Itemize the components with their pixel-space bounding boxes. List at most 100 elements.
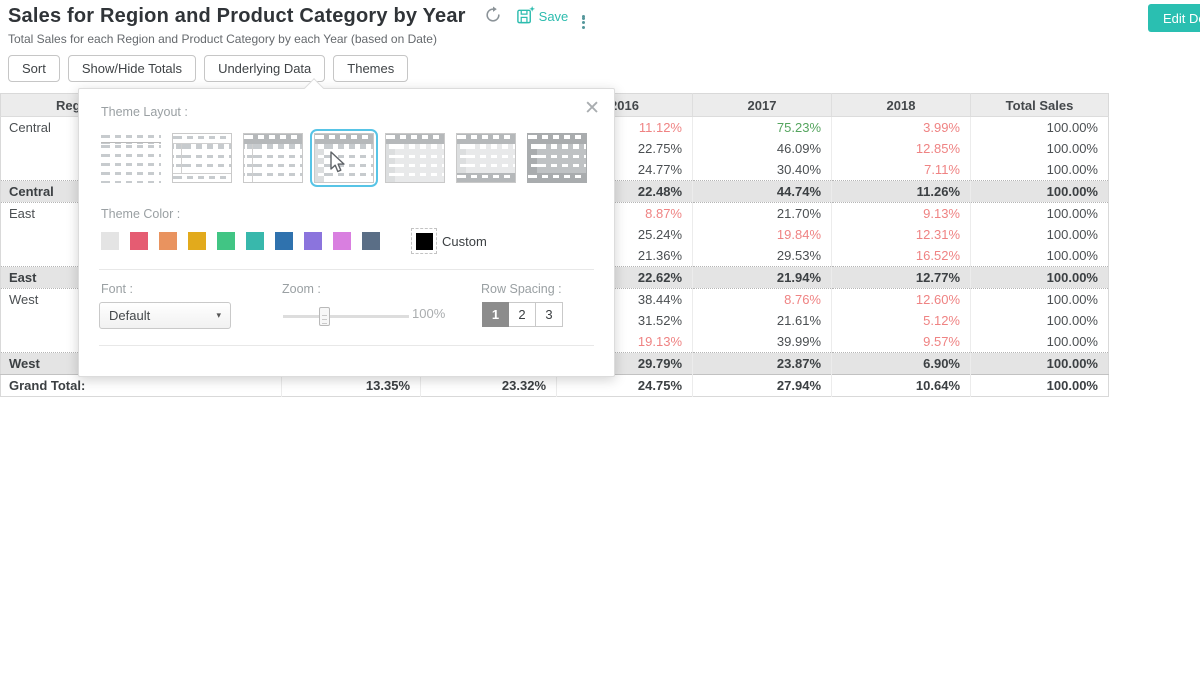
zoom-label: Zoom : xyxy=(282,282,321,296)
theme-color-swatch-4[interactable] xyxy=(188,232,206,250)
value-cell: 75.23% xyxy=(692,116,832,138)
value-cell: 12.31% xyxy=(831,224,971,245)
theme-color-swatch-8[interactable] xyxy=(304,232,322,250)
close-icon[interactable]: ✕ xyxy=(584,97,600,119)
value-cell: 6.90% xyxy=(831,352,971,375)
custom-color-swatch xyxy=(415,232,433,250)
theme-color-swatch-5[interactable] xyxy=(217,232,235,250)
theme-color-swatch-7[interactable] xyxy=(275,232,293,250)
region-cell: East xyxy=(9,206,36,221)
value-cell: 29.53% xyxy=(692,245,832,267)
toolbar: Sort Show/Hide Totals Underlying Data Th… xyxy=(8,55,409,82)
save-button[interactable]: Save xyxy=(516,5,569,28)
zoom-slider[interactable] xyxy=(283,305,409,327)
row-spacing-option-2[interactable]: 2 xyxy=(509,302,536,327)
zoom-slider-handle[interactable] xyxy=(319,307,330,326)
value-cell: 5.12% xyxy=(831,310,971,331)
theme-layout-option-7[interactable] xyxy=(523,129,591,187)
value-cell: 11.26% xyxy=(831,180,971,203)
theme-color-swatch-9[interactable] xyxy=(333,232,351,250)
value-cell: 19.84% xyxy=(692,224,832,245)
value-cell: 21.61% xyxy=(692,310,832,331)
value-cell: 100.00% xyxy=(970,374,1109,397)
divider xyxy=(99,345,594,346)
custom-color-option[interactable]: Custom xyxy=(411,228,487,254)
font-select-value: Default xyxy=(109,308,151,323)
save-label: Save xyxy=(538,9,569,24)
theme-color-swatches xyxy=(101,232,380,250)
underlying-data-button[interactable]: Underlying Data xyxy=(204,55,326,82)
theme-layout-option-2[interactable] xyxy=(168,129,236,187)
theme-layout-label: Theme Layout : xyxy=(101,105,188,119)
value-cell: 100.00% xyxy=(970,224,1109,245)
value-cell: 3.99% xyxy=(831,116,971,138)
value-cell: 100.00% xyxy=(970,180,1109,203)
value-cell: 12.60% xyxy=(831,288,971,310)
grandtotal-row: Grand Total: 13.35% 23.32% 24.75% 27.94% 10.6… xyxy=(0,374,1109,397)
region-cell: West xyxy=(9,292,39,307)
value-cell: 23.87% xyxy=(692,352,832,375)
region-cell: Grand Total: xyxy=(0,374,282,397)
divider xyxy=(99,269,594,270)
sort-button[interactable]: Sort xyxy=(8,55,60,82)
theme-layout-option-6[interactable] xyxy=(452,129,520,187)
themes-button[interactable]: Themes xyxy=(333,55,409,82)
column-header-2017: 2017 xyxy=(692,93,832,117)
value-cell: 13.35% xyxy=(281,374,421,397)
value-cell: 12.85% xyxy=(831,138,971,159)
zoom-value: 100% xyxy=(412,306,446,321)
theme-color-swatch-1[interactable] xyxy=(101,232,119,250)
theme-layout-option-4[interactable] xyxy=(310,129,378,187)
refresh-button[interactable] xyxy=(484,6,502,27)
row-spacing-options: 1 2 3 xyxy=(482,302,563,327)
region-cell: Central xyxy=(9,120,51,135)
report-subtitle: Total Sales for each Region and Product … xyxy=(8,32,437,46)
value-cell: 21.94% xyxy=(692,266,832,289)
theme-color-swatch-3[interactable] xyxy=(159,232,177,250)
themes-popup: ✕ Theme Layout : xyxy=(78,78,615,377)
value-cell: 100.00% xyxy=(970,138,1109,159)
column-header-2018: 2018 xyxy=(831,93,971,117)
show-hide-totals-button[interactable]: Show/Hide Totals xyxy=(67,55,197,82)
theme-color-swatch-10[interactable] xyxy=(362,232,380,250)
custom-color-label: Custom xyxy=(442,233,487,249)
theme-color-swatch-2[interactable] xyxy=(130,232,148,250)
more-options-button[interactable] xyxy=(582,14,586,29)
font-select[interactable]: Default ▾ xyxy=(99,302,231,329)
value-cell: 30.40% xyxy=(692,159,832,181)
value-cell: 12.77% xyxy=(831,266,971,289)
theme-layout-option-5[interactable] xyxy=(381,129,449,187)
row-spacing-label: Row Spacing : xyxy=(481,282,562,296)
save-icon xyxy=(516,5,535,28)
edit-design-button[interactable]: Edit De xyxy=(1148,4,1200,32)
value-cell: 100.00% xyxy=(970,310,1109,331)
value-cell: 46.09% xyxy=(692,138,832,159)
theme-color-swatch-6[interactable] xyxy=(246,232,264,250)
theme-layout-option-1[interactable] xyxy=(97,129,165,187)
report-title: Sales for Region and Product Category by… xyxy=(8,5,466,27)
value-cell: 100.00% xyxy=(970,116,1109,138)
column-header-total-sales: Total Sales xyxy=(970,93,1109,117)
value-cell: 100.00% xyxy=(970,202,1109,224)
theme-layout-option-3[interactable] xyxy=(239,129,307,187)
custom-color-box xyxy=(411,228,437,254)
value-cell: 16.52% xyxy=(831,245,971,267)
value-cell: 100.00% xyxy=(970,331,1109,353)
zoom-slider-track[interactable] xyxy=(283,315,409,318)
chevron-down-icon: ▾ xyxy=(216,310,221,320)
value-cell: 100.00% xyxy=(970,159,1109,181)
value-cell: 8.76% xyxy=(692,288,832,310)
theme-layout-options xyxy=(97,129,591,187)
value-cell: 44.74% xyxy=(692,180,832,203)
value-cell: 100.00% xyxy=(970,288,1109,310)
row-spacing-option-1[interactable]: 1 xyxy=(482,302,509,327)
value-cell: 10.64% xyxy=(831,374,971,397)
value-cell: 100.00% xyxy=(970,266,1109,289)
refresh-icon xyxy=(484,6,502,27)
value-cell: 21.70% xyxy=(692,202,832,224)
value-cell: 39.99% xyxy=(692,331,832,353)
row-spacing-option-3[interactable]: 3 xyxy=(536,302,563,327)
value-cell: 24.75% xyxy=(556,374,693,397)
value-cell: 7.11% xyxy=(831,159,971,181)
